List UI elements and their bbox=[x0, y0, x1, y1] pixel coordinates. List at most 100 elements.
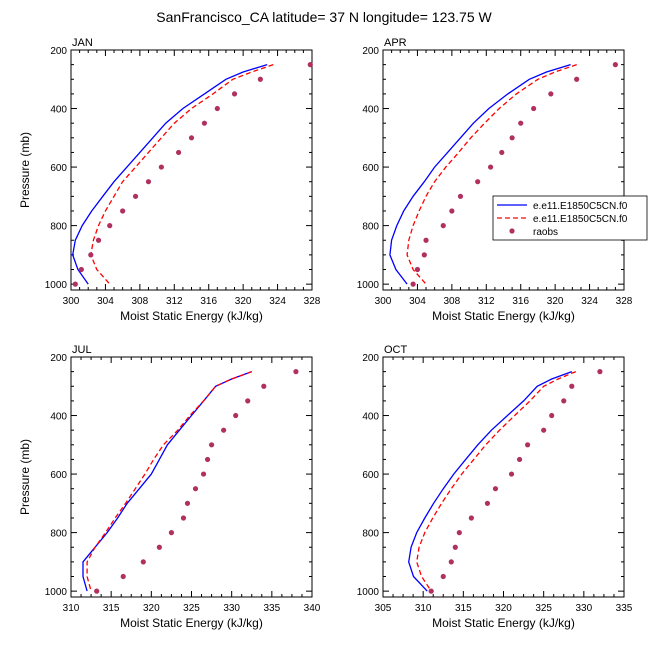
x-tick-label: 320 bbox=[235, 296, 252, 307]
y-tick-label: 1000 bbox=[357, 280, 380, 291]
x-tick-label: 335 bbox=[616, 603, 633, 614]
y-tick-label: 200 bbox=[50, 353, 67, 364]
data-point bbox=[192, 486, 199, 492]
x-tick-label: 310 bbox=[415, 603, 432, 614]
series-raobs bbox=[94, 369, 299, 594]
data-point bbox=[78, 266, 84, 273]
data-point bbox=[257, 76, 263, 82]
y-tick-label: 800 bbox=[50, 529, 67, 540]
data-point bbox=[509, 135, 515, 141]
series-line-2 bbox=[416, 371, 577, 592]
legend-entry: e.e11.E1850C5CN.f0 bbox=[533, 214, 628, 225]
data-point bbox=[440, 573, 446, 580]
plot-frame bbox=[70, 356, 313, 598]
data-point bbox=[414, 266, 421, 273]
data-point bbox=[140, 559, 146, 565]
panel-apr: 300 304 308 312 316 320 324 328 200 400 600 800 1000… bbox=[357, 37, 633, 323]
panel-label: JAN bbox=[72, 37, 93, 49]
series-line-1 bbox=[389, 63, 571, 285]
data-point bbox=[293, 369, 299, 375]
panel-jan: 300 304 308 312 316 320 324 328 200 400 600 800 1000… bbox=[18, 37, 321, 323]
data-point bbox=[95, 237, 102, 243]
series-line-1 bbox=[82, 370, 253, 592]
data-point bbox=[516, 456, 523, 463]
data-point bbox=[531, 105, 537, 112]
data-point bbox=[208, 442, 215, 448]
x-tick-label: 312 bbox=[166, 296, 183, 307]
data-point bbox=[440, 223, 446, 229]
x-tick-label: 312 bbox=[478, 296, 495, 307]
data-point bbox=[107, 223, 113, 229]
data-point bbox=[261, 383, 267, 389]
series-line-2 bbox=[406, 63, 577, 285]
data-point bbox=[475, 179, 481, 185]
figure-title: SanFrancisco_CA latitude= 37 N longitude… bbox=[156, 9, 492, 25]
data-point bbox=[120, 573, 126, 580]
x-tick-label: 330 bbox=[575, 603, 592, 614]
series-raobs bbox=[428, 369, 603, 594]
data-point bbox=[549, 412, 555, 419]
x-axis-label: Moist Static Energy (kJ/kg) bbox=[432, 309, 575, 323]
data-point bbox=[548, 91, 554, 97]
data-point bbox=[201, 120, 208, 126]
x-tick-label: 304 bbox=[409, 296, 426, 307]
x-axis-label: Moist Static Energy (kJ/kg) bbox=[120, 616, 263, 630]
x-tick-label: 335 bbox=[263, 603, 280, 614]
series-raobs bbox=[72, 62, 313, 287]
y-tick-label: 400 bbox=[50, 412, 67, 423]
y-tick-label: 1000 bbox=[357, 587, 380, 598]
data-point bbox=[168, 530, 175, 536]
data-point bbox=[428, 588, 434, 594]
panel-label: JUL bbox=[72, 344, 92, 356]
data-point bbox=[448, 559, 454, 565]
y-axis-label: Pressure (mb) bbox=[18, 439, 32, 515]
legend-entry: e.e11.E1850C5CN.f0 bbox=[533, 201, 628, 212]
series-line-1 bbox=[72, 63, 268, 285]
y-tick-label: 600 bbox=[362, 163, 379, 174]
x-tick-label: 304 bbox=[97, 296, 114, 307]
y-tick-label: 1000 bbox=[45, 587, 68, 598]
x-tick-label: 320 bbox=[143, 603, 160, 614]
data-point bbox=[508, 471, 515, 477]
data-point bbox=[231, 91, 238, 97]
x-tick-label: 320 bbox=[547, 296, 564, 307]
plot-frame bbox=[70, 49, 313, 291]
y-tick-label: 800 bbox=[362, 222, 379, 233]
data-point bbox=[569, 383, 575, 389]
data-point bbox=[88, 252, 94, 258]
x-tick-label: 315 bbox=[455, 603, 472, 614]
y-tick-label: 800 bbox=[362, 529, 379, 540]
data-point bbox=[188, 135, 195, 141]
data-point bbox=[72, 281, 78, 287]
data-point bbox=[574, 76, 580, 82]
y-tick-label: 800 bbox=[50, 222, 67, 233]
series-line-1 bbox=[408, 370, 573, 592]
data-point bbox=[492, 486, 499, 492]
data-point bbox=[245, 398, 251, 404]
x-tick-label: 310 bbox=[63, 603, 80, 614]
data-point bbox=[525, 442, 531, 448]
legend-marker bbox=[509, 228, 515, 234]
data-point bbox=[184, 500, 191, 506]
y-tick-label: 400 bbox=[362, 105, 379, 116]
data-point bbox=[204, 456, 211, 463]
data-point bbox=[423, 237, 429, 243]
x-tick-label: 300 bbox=[63, 296, 80, 307]
data-point bbox=[597, 369, 603, 375]
data-point bbox=[132, 193, 139, 199]
data-point bbox=[221, 427, 227, 433]
data-point bbox=[518, 120, 524, 126]
data-point bbox=[175, 149, 182, 156]
panel-label: APR bbox=[384, 37, 407, 49]
x-tick-label: 300 bbox=[375, 296, 392, 307]
series-line-2 bbox=[90, 63, 274, 285]
data-point bbox=[457, 193, 464, 199]
panel-jul: 310 315 320 325 330 335 340 200 400 600 800 1000 JUL… bbox=[18, 344, 321, 630]
data-point bbox=[158, 164, 164, 170]
y-tick-label: 400 bbox=[50, 105, 67, 116]
x-tick-label: 315 bbox=[103, 603, 120, 614]
data-point bbox=[180, 515, 187, 521]
y-tick-label: 600 bbox=[362, 470, 379, 481]
x-tick-label: 308 bbox=[132, 296, 149, 307]
data-point bbox=[307, 62, 313, 68]
